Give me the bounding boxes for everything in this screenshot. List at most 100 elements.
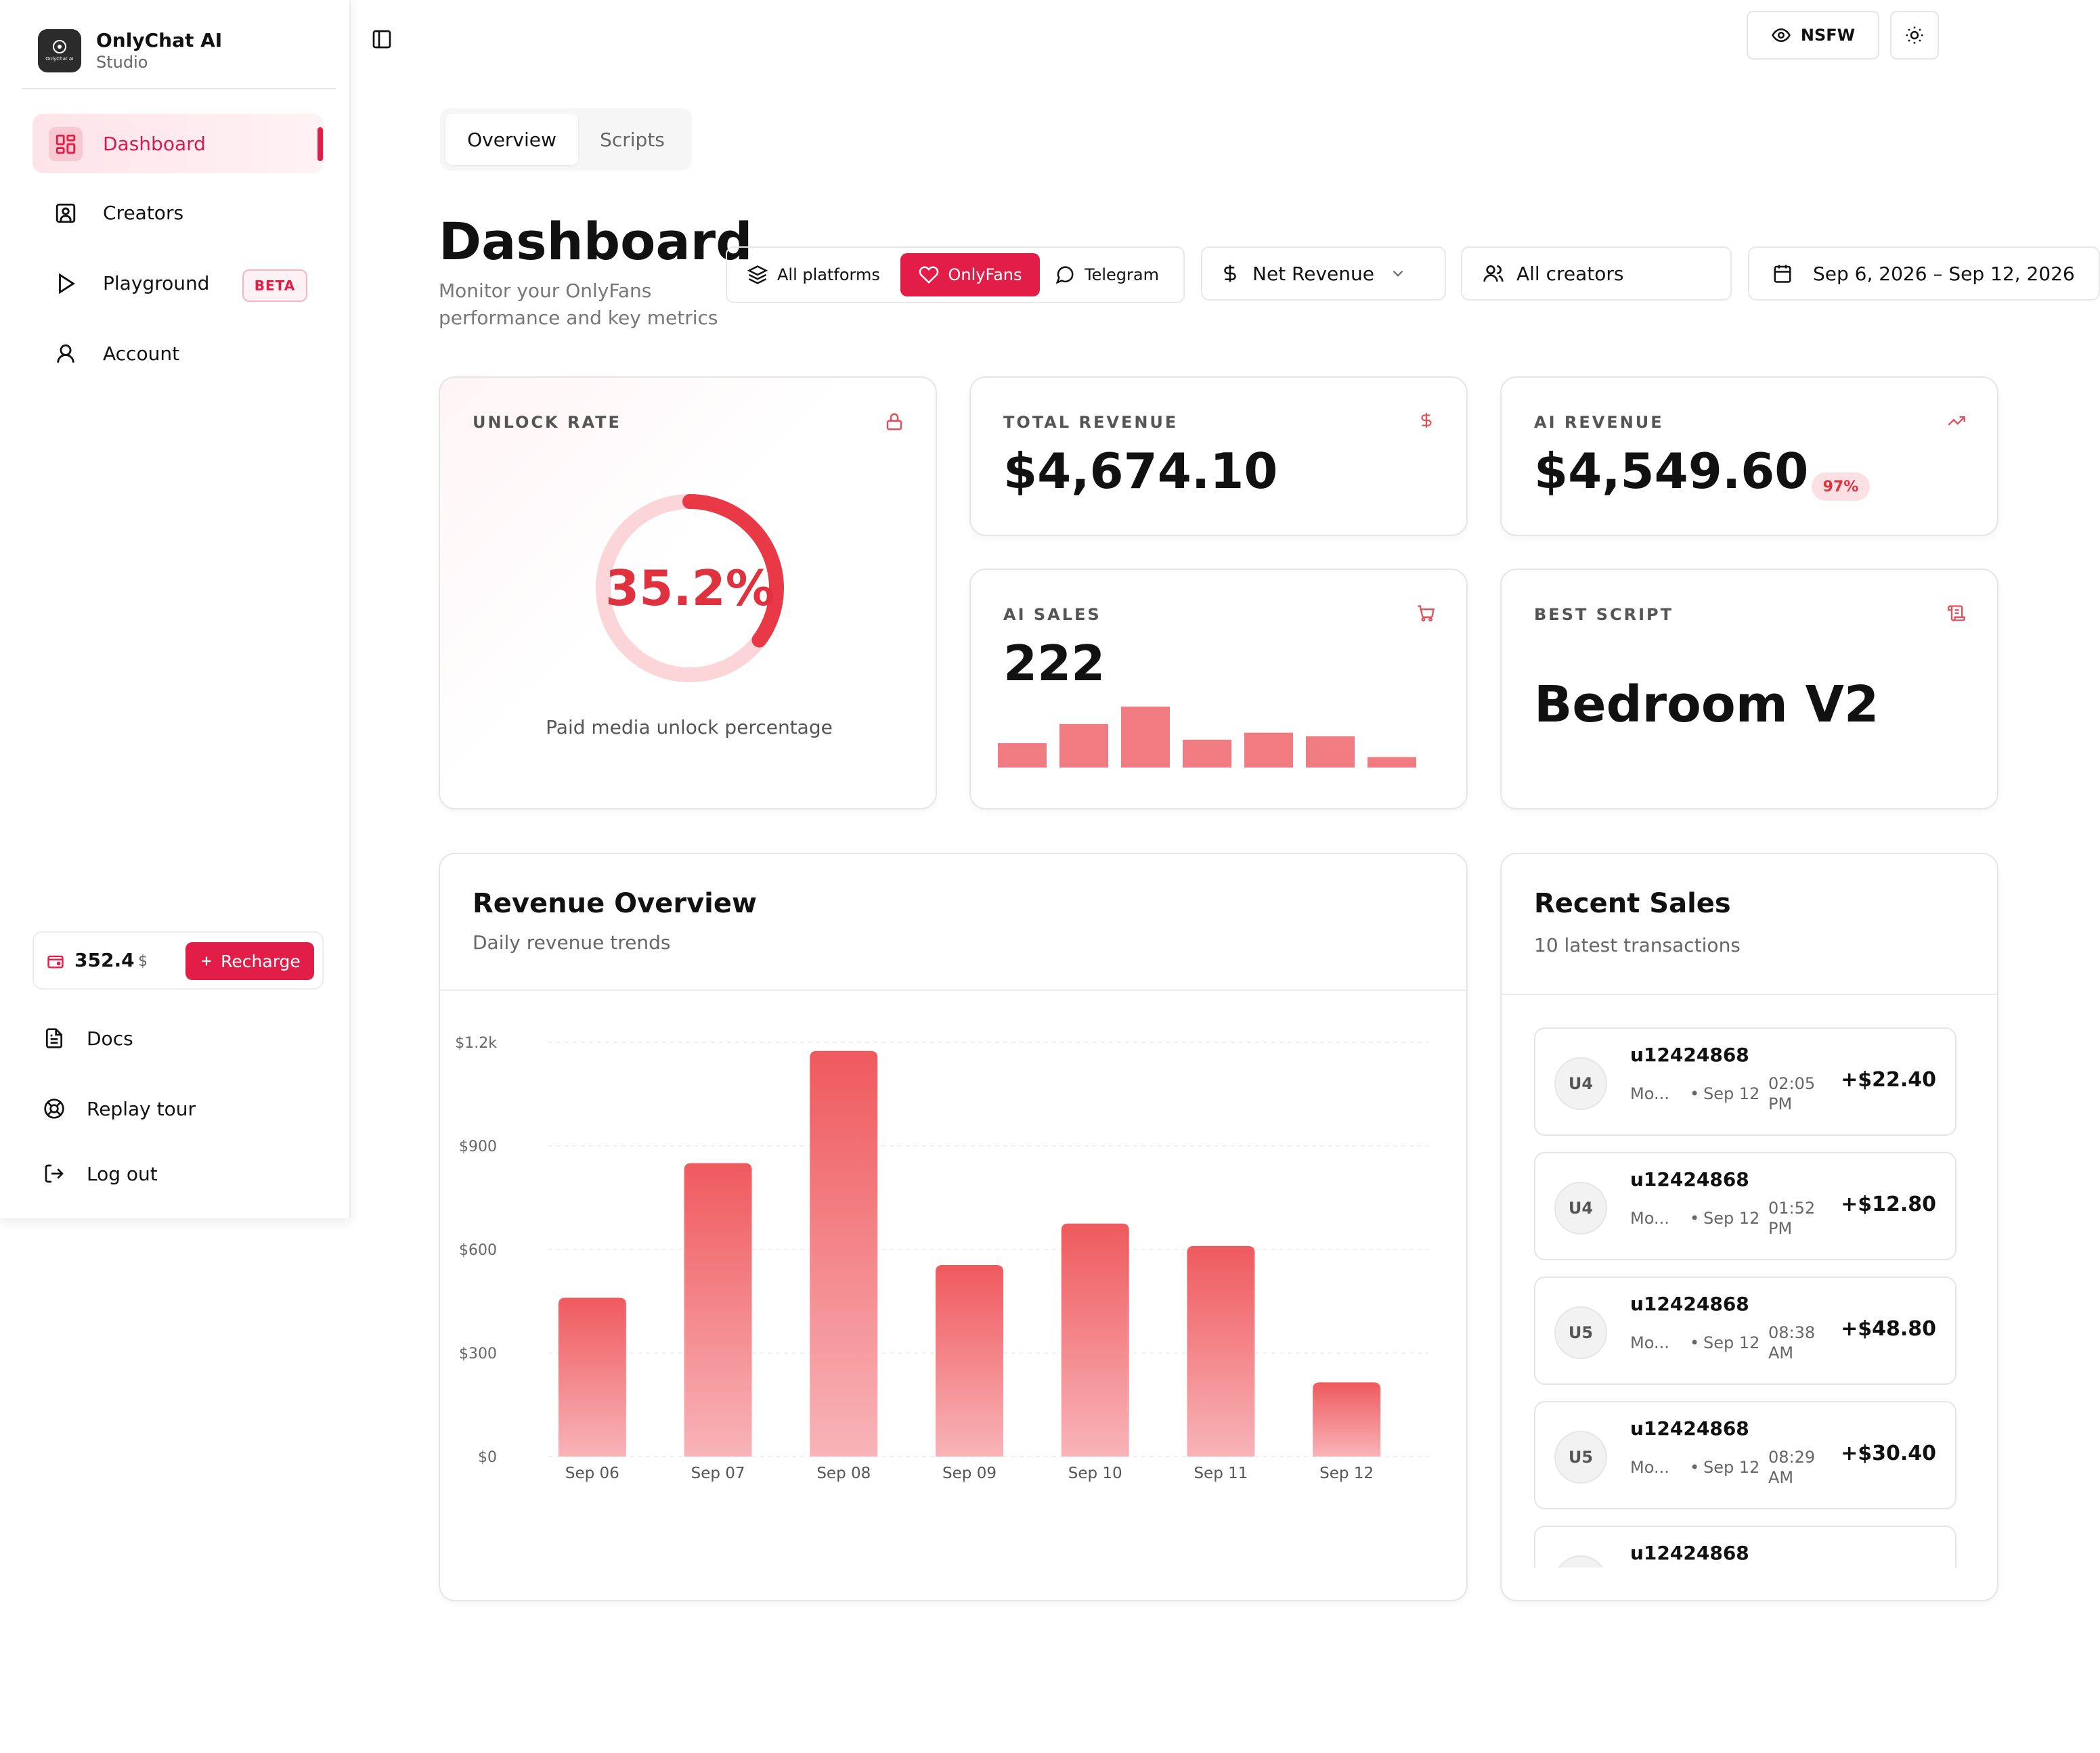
calendar-icon [1774,265,1791,283]
sale-separator: • [1690,1458,1700,1477]
replay-tour-link[interactable]: Replay tour [43,1090,196,1128]
theme-toggle-button[interactable] [1890,11,1939,60]
layers-icon [747,265,768,284]
spark-bar [1059,724,1108,768]
brand[interactable]: OnlyChat AI OnlyChat AI Studio [38,28,222,73]
dashboard-icon [49,127,83,161]
tab-bar: Overview Scripts [440,108,692,171]
sale-row[interactable]: U5 u12424868 Mo... • Sep 12 08:29 AM +$3… [1534,1401,1956,1509]
brand-divider [22,88,336,89]
sale-row[interactable]: U4 u12424868 [1534,1526,1956,1568]
sale-row[interactable]: U4 u12424868 Mo... • Sep 12 01:52 PM +$1… [1534,1152,1956,1260]
revenue-bar-chart: $0 $300 $600 $900 $1.2k Sep 06 Sep 07 Sep 08 Sep… [455,1035,1428,1482]
revenue-bar[interactable] [1187,1245,1255,1457]
brand-logo-text: OnlyChat AI [45,56,73,62]
ai-sales-value: 222 [1003,635,1106,692]
brand-logo: OnlyChat AI [38,29,81,72]
sidebar-item-label: Creators [103,201,184,224]
section-divider [1502,994,1997,995]
recent-sales-card: Recent Sales 10 latest transactions U4 u… [1500,853,1998,1601]
platform-all-button[interactable]: All platforms [747,253,880,296]
docs-label: Docs [87,1027,133,1050]
card-label: AI SALES [1003,605,1101,624]
sidebar-item-playground[interactable]: Playground BETA [32,253,324,313]
creators-select[interactable]: All creators [1461,246,1732,301]
lifebuoy-icon [44,1099,64,1119]
sale-source: Mo... [1630,1209,1669,1228]
sale-separator: • [1690,1209,1700,1228]
replay-tour-label: Replay tour [87,1097,196,1120]
revenue-bar[interactable] [810,1050,878,1457]
wallet-icon [46,952,65,973]
recharge-label: Recharge [221,951,301,971]
tab-overview[interactable]: Overview [445,114,578,165]
sale-row[interactable]: U4 u12424868 Mo... • Sep 12 02:05 PM +$2… [1534,1027,1956,1136]
metric-select[interactable]: Net Revenue [1201,246,1446,301]
lock-icon [884,412,904,435]
section-divider [440,990,1466,991]
sale-time: 02:05 PM [1768,1074,1816,1113]
platform-label: OnlyFans [948,265,1022,284]
chevron-down-icon [1393,270,1403,277]
ai-revenue-share-badge: 97% [1812,472,1870,501]
revenue-bar[interactable] [1061,1223,1129,1457]
sale-time: 01:52 PM [1768,1199,1816,1238]
logout-link[interactable]: Log out [43,1155,158,1193]
heart-icon [919,266,938,284]
sale-separator: • [1690,1333,1700,1352]
spark-bar [1121,707,1170,768]
revenue-bar[interactable] [1313,1382,1381,1457]
ai-sales-sparkbars [998,707,1416,768]
x-tick-label: Sep 07 [691,1465,745,1482]
sun-icon [1906,26,1923,44]
beta-badge: BETA [242,269,307,302]
sale-row[interactable]: U5 u12424868 Mo... • Sep 12 08:38 AM +$4… [1534,1277,1956,1385]
play-icon [49,267,83,301]
nsfw-toggle-button[interactable]: NSFW [1747,11,1879,60]
best-script-card: BEST SCRIPT Bedroom V2 [1500,569,1998,809]
platform-onlyfans-button[interactable]: OnlyFans [900,253,1040,296]
card-label: TOTAL REVENUE [1003,413,1179,432]
wallet-unit: $ [138,953,148,970]
sale-username: u12424868 [1630,1417,1749,1440]
sidebar-item-dashboard[interactable]: Dashboard [32,114,324,173]
sale-source: Mo... [1630,1458,1669,1477]
platform-telegram-button[interactable]: Telegram [1055,253,1159,296]
user-icon [49,337,83,371]
platform-label: All platforms [777,265,880,284]
scroll-icon [1947,604,1966,625]
trending-up-icon [1947,412,1966,433]
metric-value: Net Revenue [1252,262,1374,285]
platform-label: Telegram [1085,265,1159,284]
date-range-value: Sep 6, 2026 – Sep 12, 2026 [1813,262,2075,285]
sidebar-item-creators[interactable]: Creators [32,183,324,242]
logout-icon [45,1164,64,1183]
revenue-bar[interactable] [684,1163,752,1457]
y-tick-label: $300 [459,1346,497,1362]
docs-link[interactable]: Docs [43,1019,133,1057]
sale-amount: +$30.40 [1841,1442,1936,1465]
dollar-icon [1418,412,1435,432]
unlock-rate-progress [596,494,784,682]
tab-scripts[interactable]: Scripts [600,128,665,151]
sale-amount: +$48.80 [1841,1317,1936,1341]
revenue-overview-subtitle: Daily revenue trends [473,931,671,954]
sale-username: u12424868 [1630,1293,1749,1315]
card-label: AI REVENUE [1534,413,1664,432]
y-tick-label: $600 [459,1242,497,1259]
platform-filter: All platforms OnlyFans Telegram [726,246,1185,303]
wallet-balance: 352.4 $ Recharge [32,931,324,990]
sidebar-item-account[interactable]: Account [32,324,324,383]
recharge-button[interactable]: Recharge [185,942,314,980]
card-label: UNLOCK RATE [473,413,621,432]
avatar: U4 [1554,1555,1607,1568]
revenue-bar[interactable] [558,1297,626,1457]
revenue-bar[interactable] [936,1264,1003,1457]
x-tick-label: Sep 11 [1194,1465,1248,1482]
date-range-picker[interactable]: Sep 6, 2026 – Sep 12, 2026 [1748,246,2100,301]
logout-label: Log out [87,1162,158,1185]
ai-revenue-value: $4,549.60 [1534,443,1809,500]
sidebar-toggle-icon[interactable] [371,28,393,53]
recent-sales-list[interactable]: U4 u12424868 Mo... • Sep 12 02:05 PM +$2… [1534,1027,1956,1568]
brand-subtitle: Studio [96,53,148,72]
